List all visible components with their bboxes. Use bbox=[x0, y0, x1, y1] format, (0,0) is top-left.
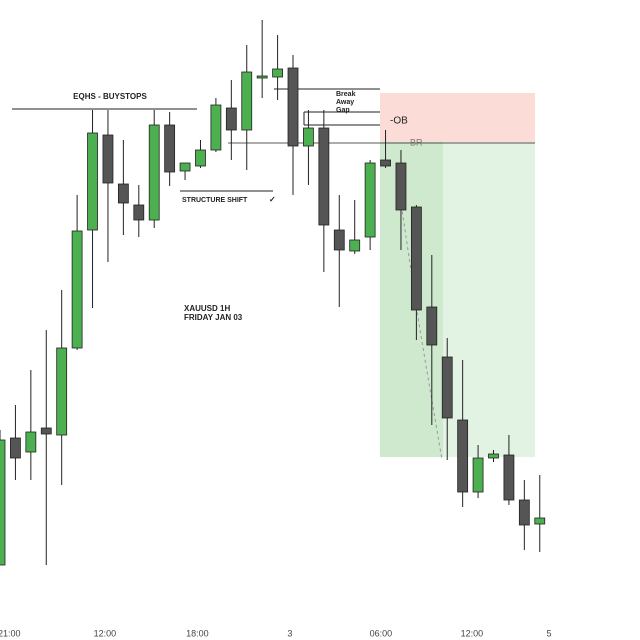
x-tick-label: 12:00 bbox=[461, 628, 484, 638]
x-tick-label: 21:00 bbox=[0, 628, 21, 638]
candle-body bbox=[225, 107, 237, 131]
candle-body bbox=[349, 239, 361, 252]
candle-body bbox=[25, 431, 37, 453]
candle-body bbox=[256, 75, 268, 79]
candle-body bbox=[40, 427, 52, 435]
candle-body bbox=[10, 437, 21, 459]
candle-body bbox=[133, 204, 145, 221]
candle-body bbox=[287, 67, 299, 147]
candle-body bbox=[148, 124, 160, 221]
candle-body bbox=[102, 134, 114, 184]
x-tick-label: 12:00 bbox=[94, 628, 117, 638]
candle-body bbox=[518, 499, 530, 526]
annotation: FRIDAY JAN 03 bbox=[184, 313, 243, 322]
candle-body bbox=[179, 162, 191, 172]
annotation: Away bbox=[336, 99, 354, 106]
candle-body bbox=[410, 206, 422, 311]
annotation: BR bbox=[410, 137, 423, 147]
candle-body bbox=[164, 124, 176, 173]
candle-body bbox=[0, 439, 6, 566]
target-zone-light bbox=[443, 142, 535, 457]
candle-body bbox=[534, 517, 546, 525]
candle-body bbox=[472, 457, 484, 493]
candle-body bbox=[503, 454, 515, 501]
candle-body bbox=[56, 347, 68, 436]
candle-body bbox=[364, 162, 376, 238]
annotation: STRUCTURE SHIFT bbox=[182, 197, 248, 204]
candle-body bbox=[87, 132, 98, 231]
x-tick-label: 3 bbox=[287, 628, 292, 638]
candle-body bbox=[303, 127, 314, 147]
x-tick-label: 18:00 bbox=[186, 628, 209, 638]
annotation: EQHS - BUYSTOPS bbox=[73, 92, 147, 101]
order-block-zone bbox=[380, 93, 535, 142]
candle-body bbox=[457, 419, 469, 493]
candle-body bbox=[441, 356, 453, 419]
x-tick-label: 5 bbox=[547, 628, 552, 638]
candle-body bbox=[195, 149, 206, 167]
candle-body bbox=[333, 229, 345, 251]
candle-body bbox=[71, 230, 83, 349]
annotation: Gap bbox=[336, 107, 350, 114]
candle-body bbox=[380, 159, 391, 167]
candle-body bbox=[395, 162, 407, 211]
candle-body bbox=[117, 183, 129, 204]
candle-body bbox=[318, 127, 330, 226]
candle-body bbox=[426, 306, 438, 346]
candle-body bbox=[241, 71, 253, 131]
candle-body bbox=[488, 453, 499, 459]
annotation: XAUUSD 1H bbox=[184, 304, 230, 313]
annotation: -OB bbox=[390, 116, 408, 127]
annotation: ✓ bbox=[269, 195, 276, 204]
candle-body bbox=[272, 68, 283, 78]
candle-body bbox=[210, 104, 222, 151]
x-tick-label: 06:00 bbox=[370, 628, 393, 638]
annotation: Break bbox=[336, 91, 356, 98]
